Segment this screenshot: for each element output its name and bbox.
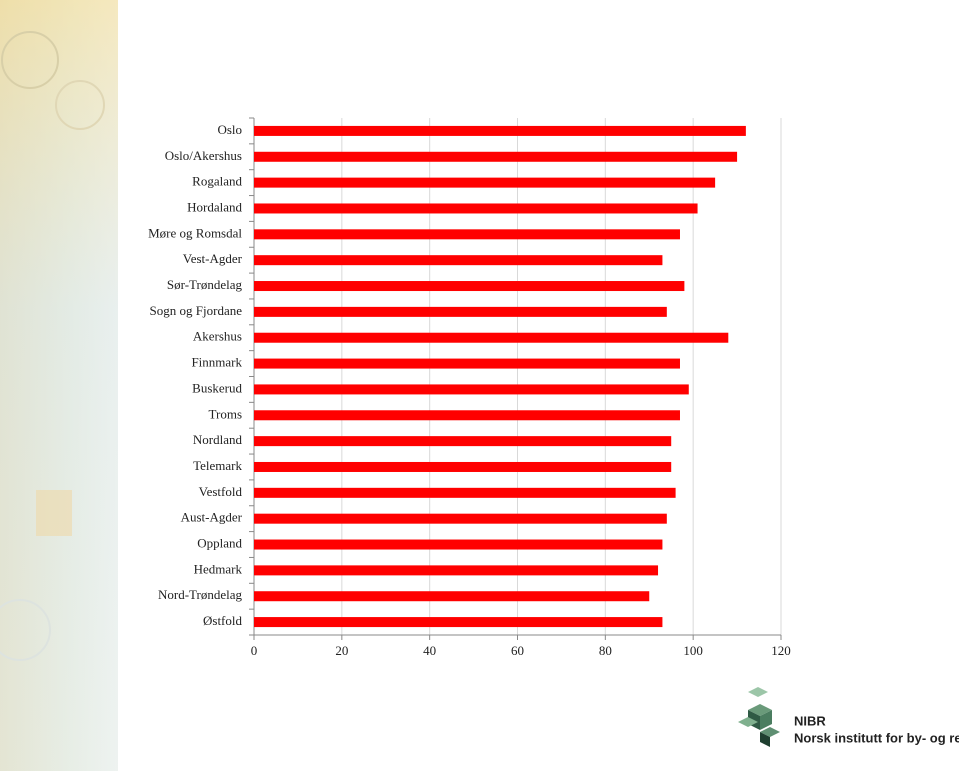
logo-name: NIBR <box>794 713 826 728</box>
bar <box>254 229 680 240</box>
y-tick-label: Oppland <box>197 536 242 551</box>
bar <box>254 203 698 214</box>
bar <box>254 539 663 550</box>
y-tick-label: Sogn og Fjordane <box>150 303 243 318</box>
bar <box>254 410 680 421</box>
bar <box>254 436 672 447</box>
y-tick-label: Hordaland <box>187 199 242 214</box>
decoration-strip <box>0 0 118 771</box>
y-tick-label: Oslo/Akershus <box>165 148 242 163</box>
bar <box>254 565 659 576</box>
bar <box>254 513 667 524</box>
bar <box>254 281 685 292</box>
bar <box>254 384 689 395</box>
bar <box>254 358 680 369</box>
logo: NIBR Norsk institutt for by- og regionfo… <box>738 687 959 747</box>
x-tick-label: 40 <box>423 643 436 658</box>
y-tick-label: Rogaland <box>192 174 242 189</box>
y-tick-label: Vestfold <box>199 484 243 499</box>
y-tick-label: Akershus <box>193 329 242 344</box>
y-tick-label: Troms <box>209 406 242 421</box>
x-tick-label: 120 <box>771 643 791 658</box>
x-tick-label: 0 <box>251 643 258 658</box>
y-tick-label: Hedmark <box>194 561 243 576</box>
x-tick-label: 60 <box>511 643 524 658</box>
y-tick-label: Møre og Romsdal <box>148 225 242 240</box>
y-tick-label: Telemark <box>193 458 242 473</box>
y-tick-label: Finnmark <box>191 355 242 370</box>
bar <box>254 461 672 472</box>
x-tick-label: 20 <box>335 643 348 658</box>
y-tick-label: Oslo <box>217 122 242 137</box>
y-tick-label: Nordland <box>193 432 243 447</box>
logo-tagline: Norsk institutt for by- og regionforskni… <box>794 730 959 745</box>
y-tick-label: Aust-Agder <box>181 510 243 525</box>
y-tick-label: Nord-Trøndelag <box>158 587 243 602</box>
bar <box>254 591 650 602</box>
bar <box>254 617 663 628</box>
bar <box>254 151 738 162</box>
y-tick-label: Vest-Agder <box>183 251 243 266</box>
y-tick-label: Sør-Trøndelag <box>167 277 243 292</box>
bar <box>254 306 667 317</box>
x-tick-label: 100 <box>683 643 703 658</box>
bar <box>254 487 676 498</box>
y-tick-label: Buskerud <box>192 380 242 395</box>
plot-area: 0 20 40 60 80 100 120 Oslo Oslo/Akershus Rogaland… <box>148 117 791 658</box>
bar <box>254 255 663 266</box>
bar <box>254 125 746 136</box>
bar <box>254 332 729 343</box>
y-tick-label: Østfold <box>203 613 243 628</box>
x-tick-label: 80 <box>599 643 612 658</box>
bar <box>254 177 716 188</box>
